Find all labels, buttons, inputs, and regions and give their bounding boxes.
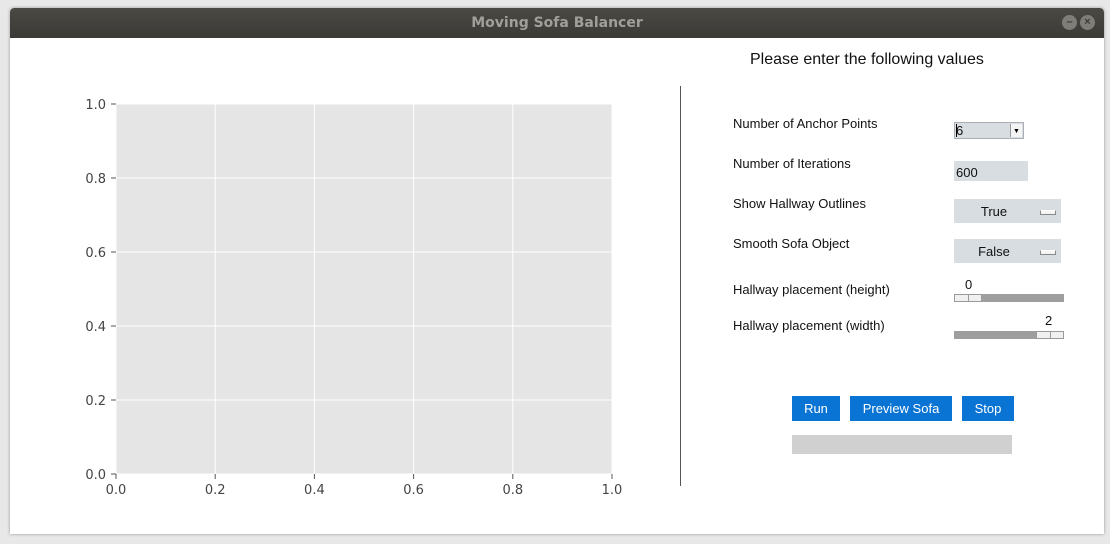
smooth-sofa-select[interactable]: False: [954, 239, 1061, 263]
plot-canvas: 0.0 0.2 0.4 0.6 0.8 1.0 0.0 0.2 0.4 0.6 0.8 1.0: [85, 98, 623, 498]
anchor-points-value: 6: [956, 123, 964, 138]
y-tick-label: 0.6: [85, 246, 106, 261]
run-button[interactable]: Run: [792, 396, 840, 421]
hallway-width-slider-handle[interactable]: [1036, 331, 1064, 339]
form-heading: Please enter the following values: [750, 51, 984, 68]
chevron-down-icon[interactable]: ▼: [1010, 124, 1022, 137]
x-tick-label: 0.6: [403, 483, 424, 498]
iterations-label: Number of Iterations: [733, 156, 851, 171]
y-tick-label: 1.0: [85, 98, 106, 113]
window-title: Moving Sofa Balancer: [471, 15, 643, 31]
plot-area: [116, 104, 612, 474]
hallway-outlines-label: Show Hallway Outlines: [733, 196, 866, 211]
stop-button[interactable]: Stop: [962, 396, 1014, 421]
hallway-width-value: 2: [1045, 313, 1053, 328]
option-menu-indicator-icon: [1040, 250, 1056, 255]
hallway-height-slider-handle[interactable]: [954, 294, 982, 302]
hallway-outlines-value: True: [980, 204, 1008, 219]
smooth-sofa-label: Smooth Sofa Object: [733, 236, 850, 251]
x-tick-label: 0.4: [304, 483, 325, 498]
y-tick-label: 0.2: [85, 394, 106, 409]
app-window: Moving Sofa Balancer – × 0.0 0.2 0.4 0.6 0.8…: [10, 8, 1104, 534]
x-tick-label: 0.0: [106, 483, 127, 498]
option-menu-indicator-icon: [1040, 210, 1056, 215]
hallway-width-slider[interactable]: [954, 331, 1064, 339]
minimize-icon[interactable]: –: [1062, 15, 1077, 30]
hallway-outlines-select[interactable]: True: [954, 199, 1061, 223]
iterations-input[interactable]: 600: [954, 161, 1028, 181]
text-caret: [956, 124, 957, 137]
close-icon[interactable]: ×: [1080, 15, 1095, 30]
progress-bar: [792, 435, 1012, 454]
x-tick-label: 1.0: [602, 483, 623, 498]
title-bar[interactable]: Moving Sofa Balancer – ×: [10, 8, 1104, 38]
smooth-sofa-value: False: [978, 244, 1010, 259]
panel-divider: [680, 86, 681, 486]
hallway-height-slider[interactable]: [954, 294, 1064, 302]
y-tick-label: 0.0: [85, 468, 106, 483]
anchor-points-label: Number of Anchor Points: [733, 116, 878, 131]
hallway-height-value: 0: [965, 277, 973, 292]
hallway-width-label: Hallway placement (width): [733, 318, 885, 333]
y-tick-label: 0.4: [85, 320, 106, 335]
hallway-height-label: Hallway placement (height): [733, 282, 890, 297]
anchor-points-spinbox[interactable]: 6 ▼: [954, 122, 1024, 139]
x-tick-label: 0.8: [502, 483, 523, 498]
preview-sofa-button[interactable]: Preview Sofa: [850, 396, 952, 421]
x-tick-label: 0.2: [205, 483, 226, 498]
y-tick-label: 0.8: [85, 172, 106, 187]
